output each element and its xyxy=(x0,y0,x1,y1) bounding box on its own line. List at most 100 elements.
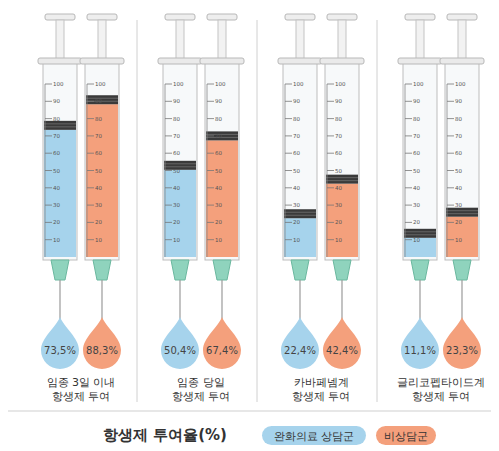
tick-label: 20 xyxy=(95,219,102,225)
stopper-ridge xyxy=(284,215,316,216)
plot-area xyxy=(86,104,118,257)
tick-label: 10 xyxy=(173,237,180,243)
category-line: 항생제 투여 xyxy=(172,390,231,403)
legend-swatch xyxy=(376,426,436,445)
syringe: 102030405060708090100 xyxy=(80,14,124,322)
tick-mark xyxy=(45,135,52,136)
tick-label: 70 xyxy=(173,133,180,139)
tick-label: 100 xyxy=(173,81,184,87)
tick-mark xyxy=(165,187,172,188)
tick-label: 10 xyxy=(215,237,222,243)
tick-label: 40 xyxy=(335,185,342,191)
tick-label: 90 xyxy=(215,98,222,104)
tick-mark xyxy=(447,101,454,102)
tick-mark xyxy=(285,135,292,136)
tick-label: 80 xyxy=(173,116,180,122)
plunger-stopper xyxy=(164,161,196,170)
tick-label: 70 xyxy=(53,133,60,139)
barrel-flange xyxy=(200,58,244,64)
tick-label: 40 xyxy=(95,185,102,191)
tick-label: 20 xyxy=(215,219,222,225)
tick-label: 30 xyxy=(455,202,462,208)
stopper-ridge xyxy=(404,234,436,235)
barrel-flange xyxy=(440,58,484,64)
plot-area xyxy=(206,140,238,257)
thumb-rest xyxy=(45,14,75,20)
tick-mark xyxy=(87,205,94,206)
data-label: 23,3% xyxy=(446,345,478,356)
tick-label: 10 xyxy=(95,237,102,243)
tick-label: 100 xyxy=(53,81,64,87)
tick-label: 30 xyxy=(53,202,60,208)
tick-label: 50 xyxy=(95,168,102,174)
liquid-bar xyxy=(86,104,118,257)
stopper-ridge xyxy=(284,212,316,213)
barrel-flange xyxy=(398,58,442,64)
category-label: 임종 당일항생제 투여 xyxy=(172,376,231,403)
tick-label: 50 xyxy=(413,168,420,174)
tick-label: 60 xyxy=(413,150,420,156)
tick-mark xyxy=(45,205,52,206)
tick-mark xyxy=(327,101,334,102)
tick-label: 40 xyxy=(215,185,222,191)
tick-label: 60 xyxy=(455,150,462,156)
needle xyxy=(461,280,462,322)
stopper-ridge xyxy=(44,123,76,124)
tick-mark xyxy=(165,84,172,85)
thumb-rest xyxy=(405,14,435,20)
needle-hub xyxy=(333,260,351,280)
label-drop xyxy=(323,317,361,369)
stopper xyxy=(206,131,238,140)
tick-label: 100 xyxy=(293,81,304,87)
tick-mark xyxy=(207,101,214,102)
tick-label: 20 xyxy=(53,219,60,225)
category-line: 글리코펩타이드계 xyxy=(397,376,485,389)
liquid-bar xyxy=(164,170,196,257)
data-label: 50,4% xyxy=(164,345,196,356)
tick-mark xyxy=(207,170,214,171)
tick-label: 70 xyxy=(335,133,342,139)
tick-label: 80 xyxy=(215,116,222,122)
needle-hub xyxy=(171,260,189,280)
stopper-ridge xyxy=(446,210,478,211)
panel-separator xyxy=(377,20,378,402)
label-drop xyxy=(41,317,79,369)
tick-mark xyxy=(405,205,412,206)
liquid-bar xyxy=(446,217,478,257)
plot-area xyxy=(44,130,76,257)
tick-mark xyxy=(87,84,94,85)
tick-mark xyxy=(87,153,94,154)
liquid-bar xyxy=(404,238,436,257)
tick-label: 40 xyxy=(293,185,300,191)
plot-area xyxy=(164,170,196,257)
tick-mark xyxy=(327,222,334,223)
data-label: 11,1% xyxy=(404,345,436,356)
tick-label: 50 xyxy=(53,168,60,174)
tick-mark xyxy=(45,153,52,154)
tick-mark xyxy=(207,239,214,240)
tick-label: 70 xyxy=(215,133,222,139)
tick-mark xyxy=(87,170,94,171)
tick-label: 100 xyxy=(95,81,106,87)
bottom-rule xyxy=(8,411,491,412)
barrel-flange xyxy=(320,58,364,64)
category-label: 카바페넴계항생제 투여 xyxy=(292,376,351,403)
tick-label: 50 xyxy=(335,168,342,174)
data-label: 73,5% xyxy=(44,345,76,356)
tick-mark xyxy=(207,153,214,154)
barrel xyxy=(283,62,317,260)
stopper-ridge xyxy=(446,213,478,214)
stopper-ridge xyxy=(86,98,118,99)
tick-label: 50 xyxy=(455,168,462,174)
tick-mark xyxy=(285,101,292,102)
tick-label: 90 xyxy=(53,98,60,104)
tick-label: 80 xyxy=(293,116,300,122)
tick-label: 50 xyxy=(173,168,180,174)
tick-label: 60 xyxy=(95,150,102,156)
tick-mark xyxy=(207,187,214,188)
stopper-ridge xyxy=(164,166,196,167)
stopper xyxy=(164,161,196,170)
barrel-flange xyxy=(80,58,124,64)
plunger-stopper xyxy=(326,175,358,184)
needle xyxy=(419,280,420,322)
